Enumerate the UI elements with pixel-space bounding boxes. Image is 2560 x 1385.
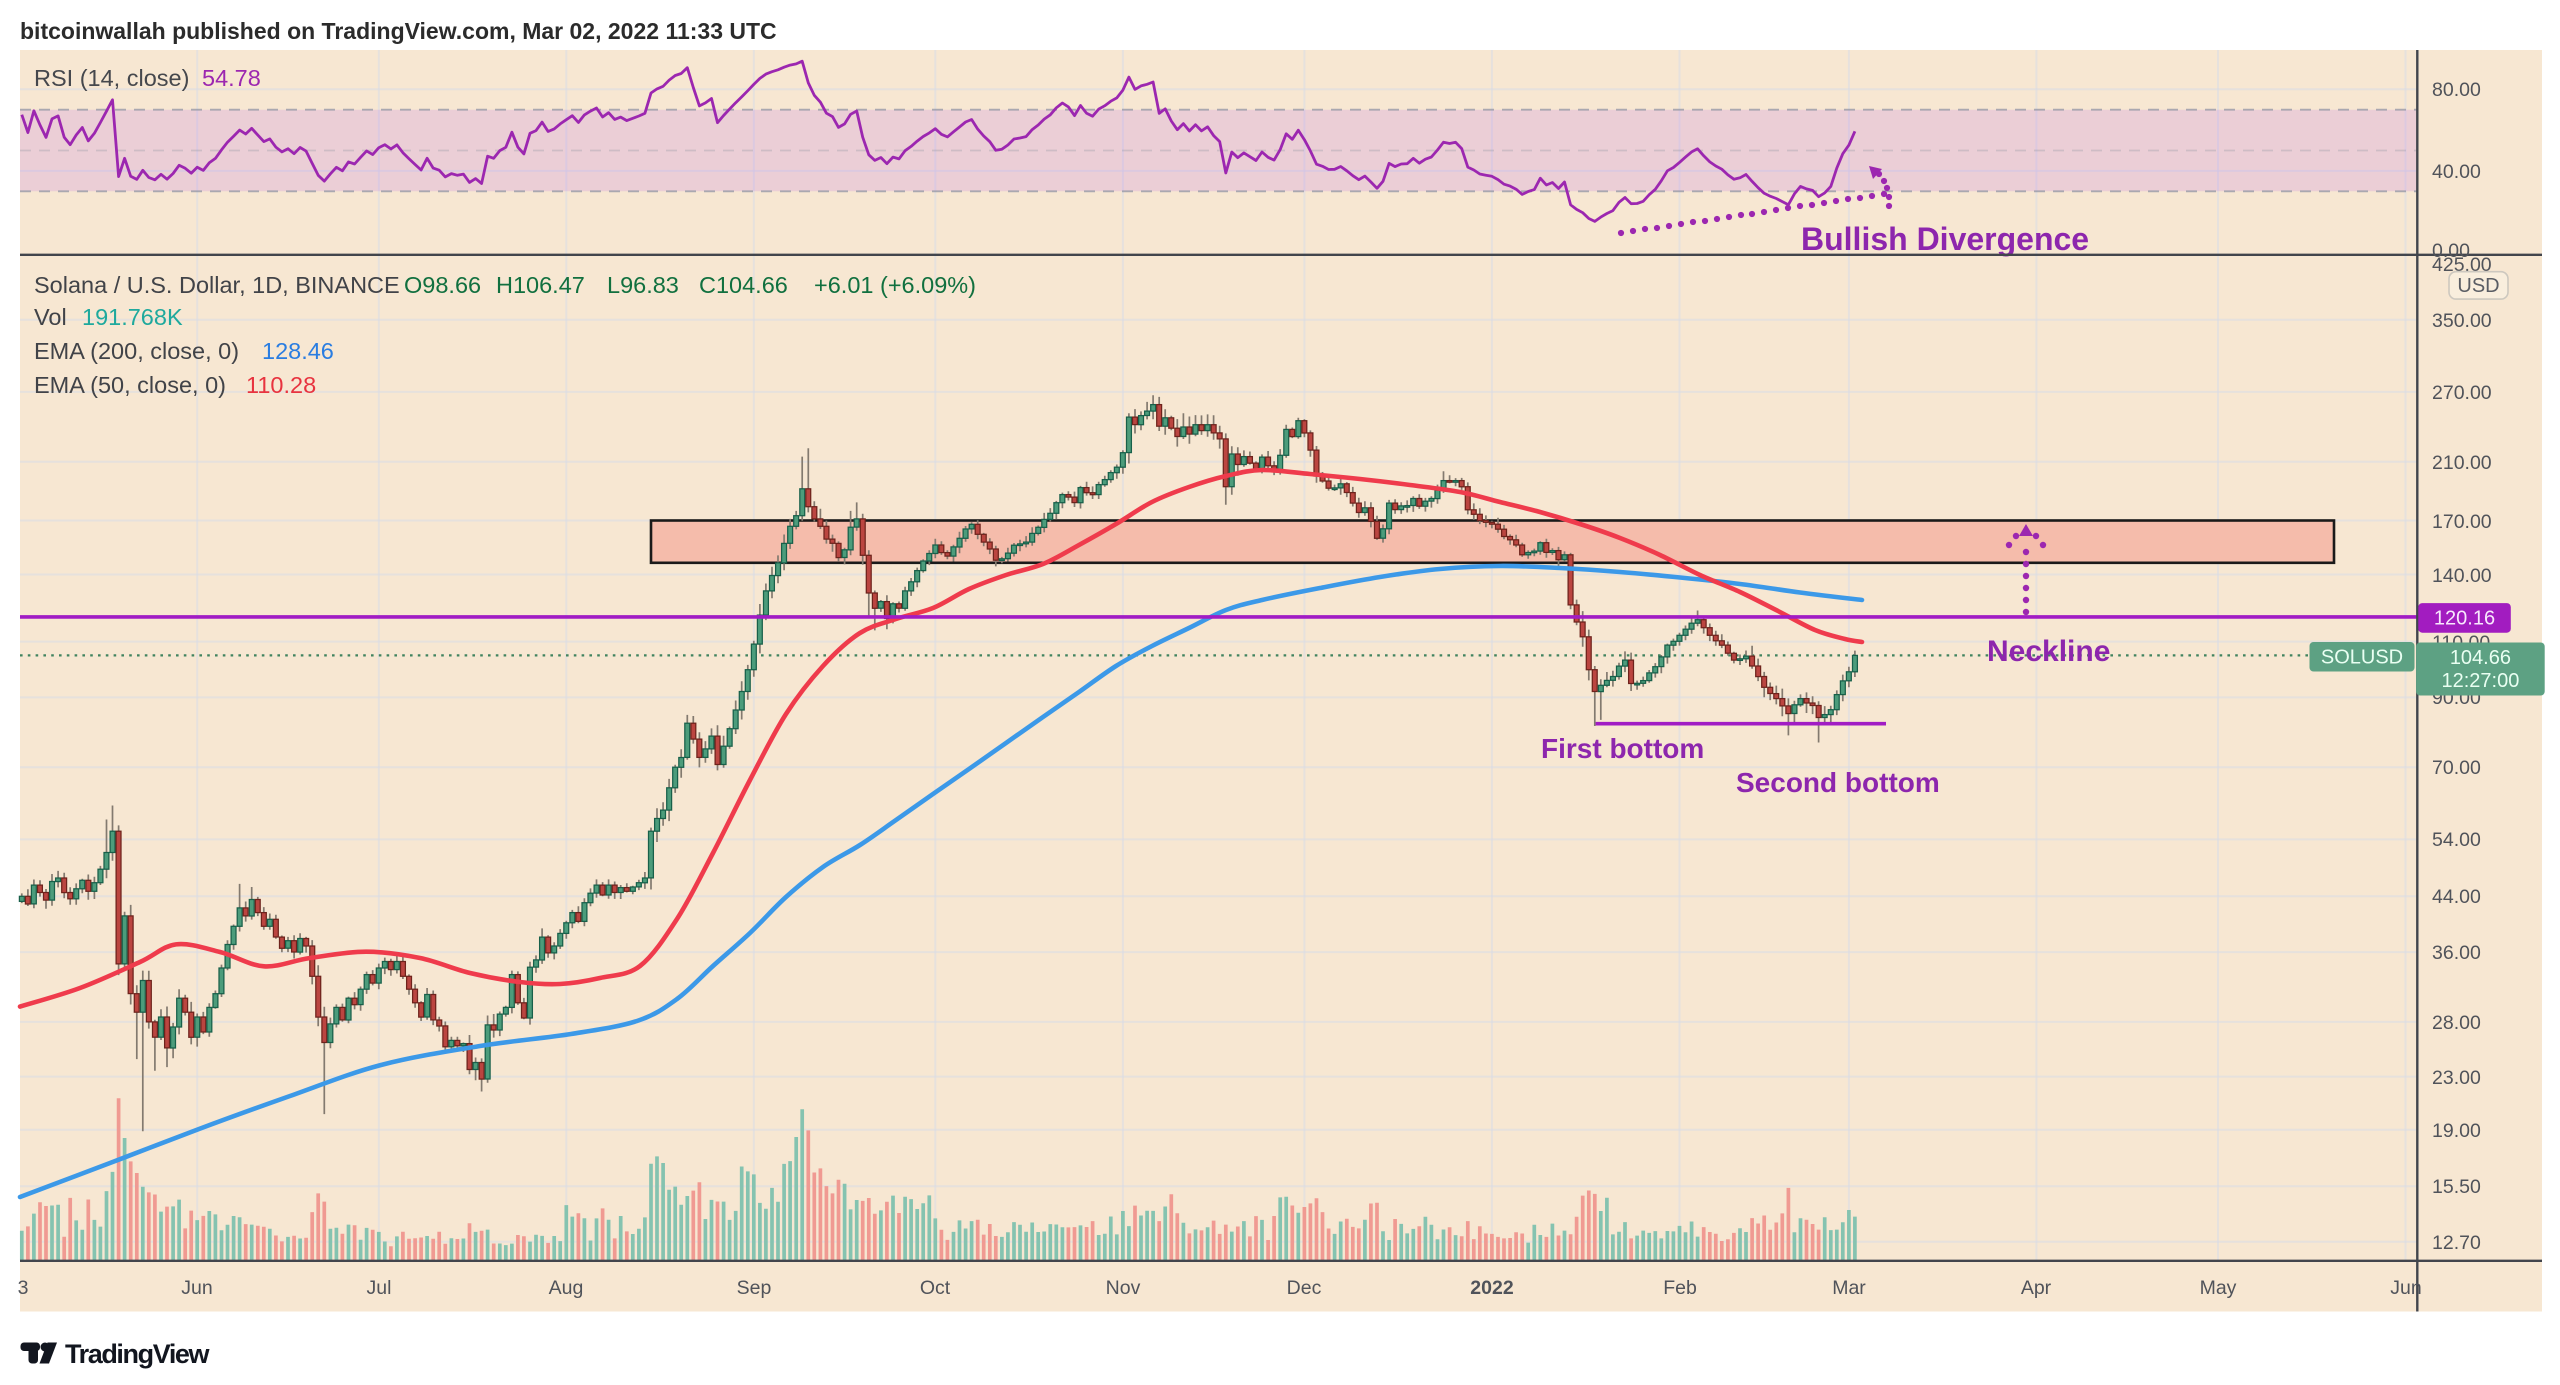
svg-text:425.00: 425.00 [2432,254,2492,276]
svg-text:Neckline: Neckline [1987,635,2110,668]
svg-text:12.70: 12.70 [2432,1232,2481,1254]
svg-text:May: May [2200,1277,2237,1299]
svg-text:54.00: 54.00 [2432,829,2481,851]
svg-text:Vol: Vol [34,304,67,330]
svg-text:23.00: 23.00 [2432,1067,2481,1089]
svg-text:Aug: Aug [549,1277,584,1299]
svg-text:EMA (200, close, 0): EMA (200, close, 0) [34,338,239,364]
svg-text:bitcoinwallah published on Tra: bitcoinwallah published on TradingView.c… [20,18,777,44]
svg-text:Jun: Jun [2390,1277,2421,1299]
svg-text:C104.66: C104.66 [699,272,788,298]
svg-text:O98.66: O98.66 [404,272,481,298]
svg-text:270.00: 270.00 [2432,382,2492,404]
svg-text:3: 3 [18,1277,29,1299]
svg-text:80.00: 80.00 [2432,79,2481,101]
svg-text:191.768K: 191.768K [82,304,183,330]
svg-text:Bullish Divergence: Bullish Divergence [1801,221,2089,257]
svg-text:USD: USD [2457,275,2499,297]
svg-text:Sep: Sep [737,1277,772,1299]
svg-text:54.78: 54.78 [202,65,261,91]
svg-text:70.00: 70.00 [2432,757,2481,779]
svg-text:Jul: Jul [367,1277,392,1299]
svg-text:+6.01 (+6.09%): +6.01 (+6.09%) [814,272,976,298]
svg-text:140.00: 140.00 [2432,565,2492,587]
svg-text:EMA (50, close, 0): EMA (50, close, 0) [34,372,226,398]
svg-text:SOLUSD: SOLUSD [2321,647,2403,669]
svg-text:120.16: 120.16 [2434,608,2495,630]
svg-text:44.00: 44.00 [2432,886,2481,908]
svg-text:Nov: Nov [1106,1277,1141,1299]
svg-text:Feb: Feb [1663,1277,1697,1299]
svg-text:2022: 2022 [1470,1277,1514,1299]
svg-text:104.66: 104.66 [2450,647,2511,669]
svg-text:15.50: 15.50 [2432,1176,2481,1198]
svg-text:40.00: 40.00 [2432,161,2481,183]
svg-text:28.00: 28.00 [2432,1012,2481,1034]
svg-text:Solana / U.S. Dollar, 1D, BINA: Solana / U.S. Dollar, 1D, BINANCE [34,272,400,298]
svg-text:210.00: 210.00 [2432,452,2492,474]
svg-text:128.46: 128.46 [262,338,334,364]
svg-text:Jun: Jun [181,1277,212,1299]
svg-text:110.28: 110.28 [246,372,316,398]
svg-text:170.00: 170.00 [2432,511,2492,533]
svg-text:L96.83: L96.83 [607,272,679,298]
svg-text:12:27:00: 12:27:00 [2441,670,2519,692]
svg-text:36.00: 36.00 [2432,942,2481,964]
svg-text:H106.47: H106.47 [496,272,585,298]
svg-text:Mar: Mar [1832,1277,1866,1299]
svg-text:RSI (14, close): RSI (14, close) [34,65,189,91]
svg-text:TradingView: TradingView [65,1339,211,1369]
svg-text:Oct: Oct [920,1277,951,1299]
svg-text:350.00: 350.00 [2432,310,2492,332]
svg-text:Dec: Dec [1287,1277,1322,1299]
svg-text:Apr: Apr [2021,1277,2052,1299]
svg-text:0.00: 0.00 [2432,240,2470,262]
svg-text:First bottom: First bottom [1541,733,1704,764]
svg-text:Second bottom: Second bottom [1736,767,1940,798]
svg-text:19.00: 19.00 [2432,1120,2481,1142]
